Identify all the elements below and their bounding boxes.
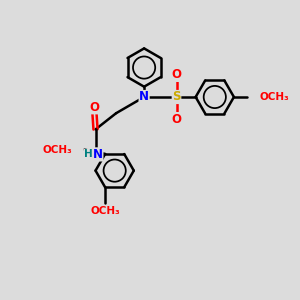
Text: OCH₃: OCH₃ (90, 206, 120, 216)
Text: O: O (89, 101, 99, 114)
Text: N: N (139, 91, 149, 103)
Text: N: N (93, 148, 103, 161)
Text: S: S (172, 91, 181, 103)
Text: OCH₃: OCH₃ (260, 92, 289, 102)
Text: H: H (84, 149, 92, 159)
Text: O: O (172, 112, 182, 126)
Text: OCH₃: OCH₃ (42, 145, 72, 154)
Text: O: O (172, 68, 182, 81)
